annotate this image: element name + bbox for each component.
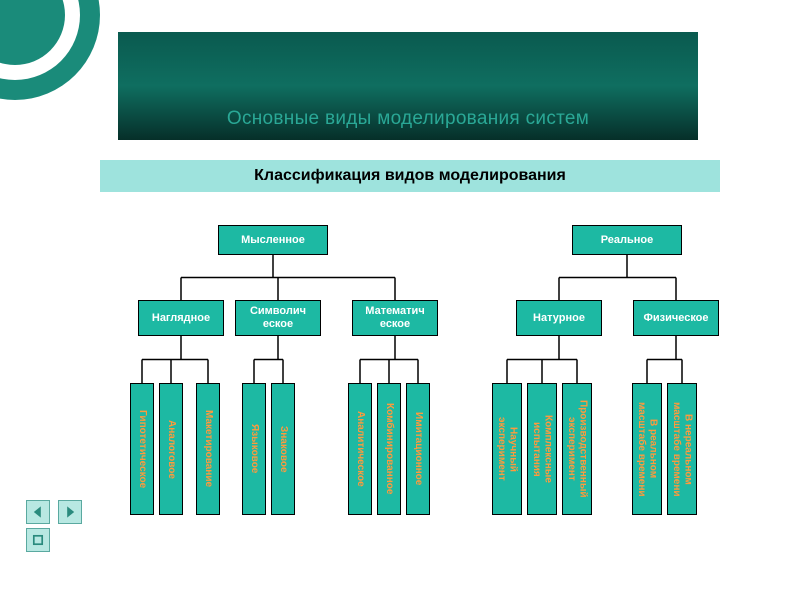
- tree-node-l3: Аналоговое: [159, 383, 183, 515]
- nav-button-group: [24, 498, 84, 554]
- home-icon: [31, 533, 45, 547]
- tree-node-l3: Комплексные испытания: [527, 383, 557, 515]
- tree-node-l2: Физическое: [633, 300, 719, 336]
- arrow-right-icon: [63, 505, 77, 519]
- tree-node-l3: Комбинированное: [377, 383, 401, 515]
- tree-node-l2: Натурное: [516, 300, 602, 336]
- tree-node-l3: Знаковое: [271, 383, 295, 515]
- tree-node-l3: В нереальном масштабе времени: [667, 383, 697, 515]
- tree-node-l3: Макетирование: [196, 383, 220, 515]
- classification-tree: Мысленное Реальное Наглядное Символич еское…: [0, 0, 800, 600]
- tree-node-l2: Наглядное: [138, 300, 224, 336]
- nav-home-button[interactable]: [26, 528, 50, 552]
- tree-node-l1: Реальное: [572, 225, 682, 255]
- tree-node-l1: Мысленное: [218, 225, 328, 255]
- tree-node-l3: Языковое: [242, 383, 266, 515]
- tree-node-l3: Аналитическое: [348, 383, 372, 515]
- arrow-left-icon: [31, 505, 45, 519]
- tree-node-l3: Производственный эксперимент: [562, 383, 592, 515]
- tree-node-l2: Символич еское: [235, 300, 321, 336]
- nav-next-button[interactable]: [58, 500, 82, 524]
- nav-prev-button[interactable]: [26, 500, 50, 524]
- tree-node-l3: Имитационное: [406, 383, 430, 515]
- tree-node-l3: Научный эксперимент: [492, 383, 522, 515]
- tree-node-l3: В реальном масштабе времени: [632, 383, 662, 515]
- tree-node-l3: Гипотетическое: [130, 383, 154, 515]
- tree-node-l2: Математич еское: [352, 300, 438, 336]
